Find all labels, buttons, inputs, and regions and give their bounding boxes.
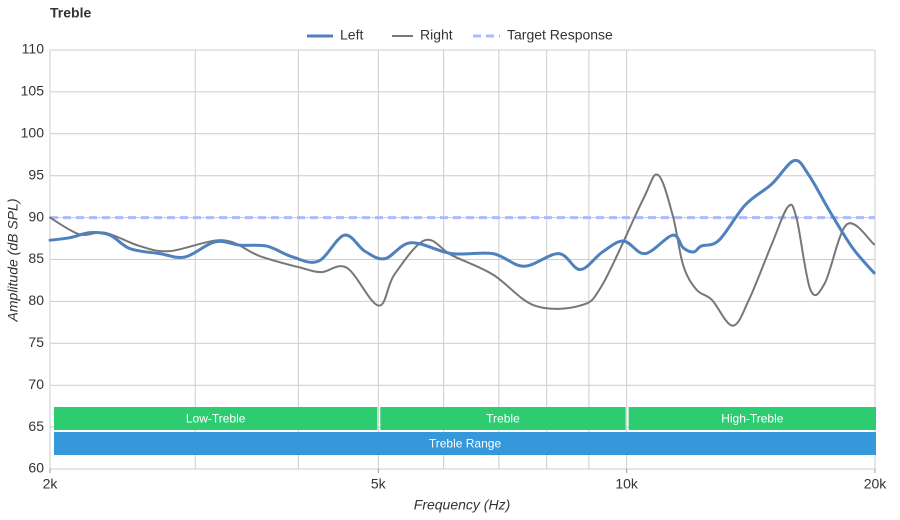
x-tick-label: 20k — [864, 476, 888, 492]
y-tick-label: 60 — [28, 460, 44, 476]
x-tick-label: 10k — [615, 476, 639, 492]
y-tick-label: 65 — [28, 418, 44, 434]
band-label: Treble Range — [429, 437, 502, 451]
band — [54, 407, 378, 430]
y-axis-label: Amplitude (dB SPL) — [5, 199, 21, 323]
y-tick-label: 75 — [28, 334, 44, 350]
legend-label: Right — [420, 27, 453, 43]
y-tick-label: 85 — [28, 250, 44, 266]
y-tick-label: 100 — [21, 125, 45, 141]
x-tick-label: 5k — [371, 476, 387, 492]
band — [380, 407, 626, 430]
band-label: Treble — [486, 412, 520, 426]
y-tick-label: 95 — [28, 166, 44, 182]
series-line — [49, 173, 876, 327]
y-tick-label: 80 — [28, 292, 44, 308]
y-tick-label: 90 — [28, 208, 44, 224]
series-line — [48, 158, 876, 275]
band — [54, 432, 876, 455]
y-tick-label: 70 — [28, 376, 44, 392]
band-label: Low-Treble — [186, 412, 246, 426]
y-tick-label: 105 — [21, 83, 45, 99]
legend-label: Left — [340, 27, 363, 43]
x-tick-label: 2k — [43, 476, 59, 492]
band — [628, 407, 876, 430]
y-tick-label: 110 — [22, 41, 45, 57]
chart-title: Treble — [50, 5, 91, 21]
band-label: High-Treble — [721, 412, 784, 426]
x-axis-label: Frequency (Hz) — [414, 497, 510, 513]
legend-label: Target Response — [507, 27, 613, 43]
